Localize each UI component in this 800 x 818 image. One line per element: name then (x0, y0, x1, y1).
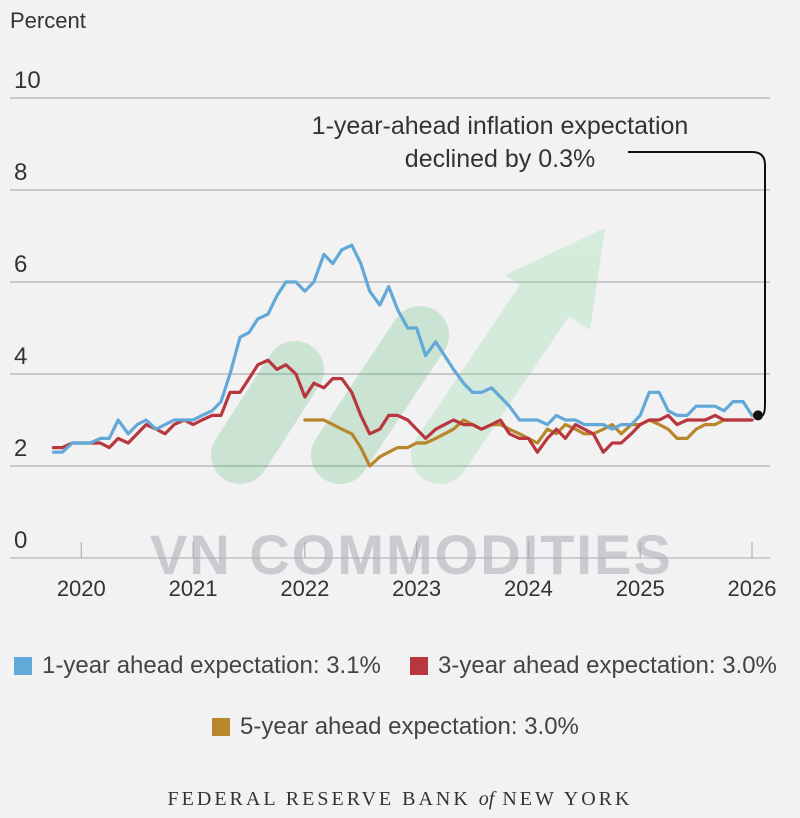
x-tick-label: 2024 (504, 576, 553, 601)
legend-swatch-1yr (14, 657, 32, 675)
x-tick-label: 2025 (616, 576, 665, 601)
legend-label-5yr: 5-year ahead expectation: 3.0% (240, 713, 579, 740)
source-footer: FEDERAL RESERVE BANK of NEW YORK (0, 788, 800, 811)
x-tick-label: 2020 (57, 576, 106, 601)
legend-swatch-5yr (212, 718, 230, 736)
footer-of: of (478, 788, 495, 810)
x-tick-label: 2022 (280, 576, 329, 601)
chart-annotation: 1-year-ahead inflation expectation decli… (290, 110, 710, 176)
annotation-line-1: 1-year-ahead inflation expectation (311, 112, 689, 140)
grid-lines (10, 97, 770, 559)
legend-label-1yr: 1-year ahead expectation: 3.1% (42, 652, 381, 679)
y-tick-labels: 0 2 4 6 8 10 (14, 67, 41, 554)
footer-city: NEW YORK (502, 788, 633, 810)
legend-label-3yr: 3-year ahead expectation: 3.0% (438, 652, 777, 679)
legend-item-3yr: 3-year ahead expectation: 3.0% (410, 652, 777, 680)
legend-item-5yr: 5-year ahead expectation: 3.0% (212, 713, 579, 741)
annotation-endpoint-dot (753, 410, 763, 421)
legend-item-1yr: 1-year ahead expectation: 3.1% (14, 652, 381, 680)
y-tick-label: 8 (14, 159, 27, 186)
series-line-1yr (51, 243, 754, 454)
x-tick-label: 2021 (169, 576, 218, 601)
series-line-3yr (51, 358, 754, 454)
legend-swatch-3yr (410, 657, 428, 675)
y-tick-label: 2 (14, 435, 27, 462)
y-tick-label: 10 (14, 67, 41, 94)
x-tick-labels: 2020 2021 2022 2023 2024 2025 2026 (57, 542, 777, 601)
x-tick-label: 2026 (728, 576, 777, 601)
y-tick-label: 6 (14, 251, 27, 278)
y-axis-unit-label: Percent (10, 8, 86, 33)
series-lines (51, 243, 754, 468)
y-tick-label: 4 (14, 343, 27, 370)
y-tick-label: 0 (14, 527, 27, 554)
x-tick-label: 2023 (392, 576, 441, 601)
footer-bank: FEDERAL RESERVE BANK (167, 788, 471, 810)
annotation-connector (628, 151, 766, 421)
watermark-text: VN COMMODITIES (150, 523, 673, 586)
annotation-line-2: declined by 0.3% (404, 145, 596, 173)
